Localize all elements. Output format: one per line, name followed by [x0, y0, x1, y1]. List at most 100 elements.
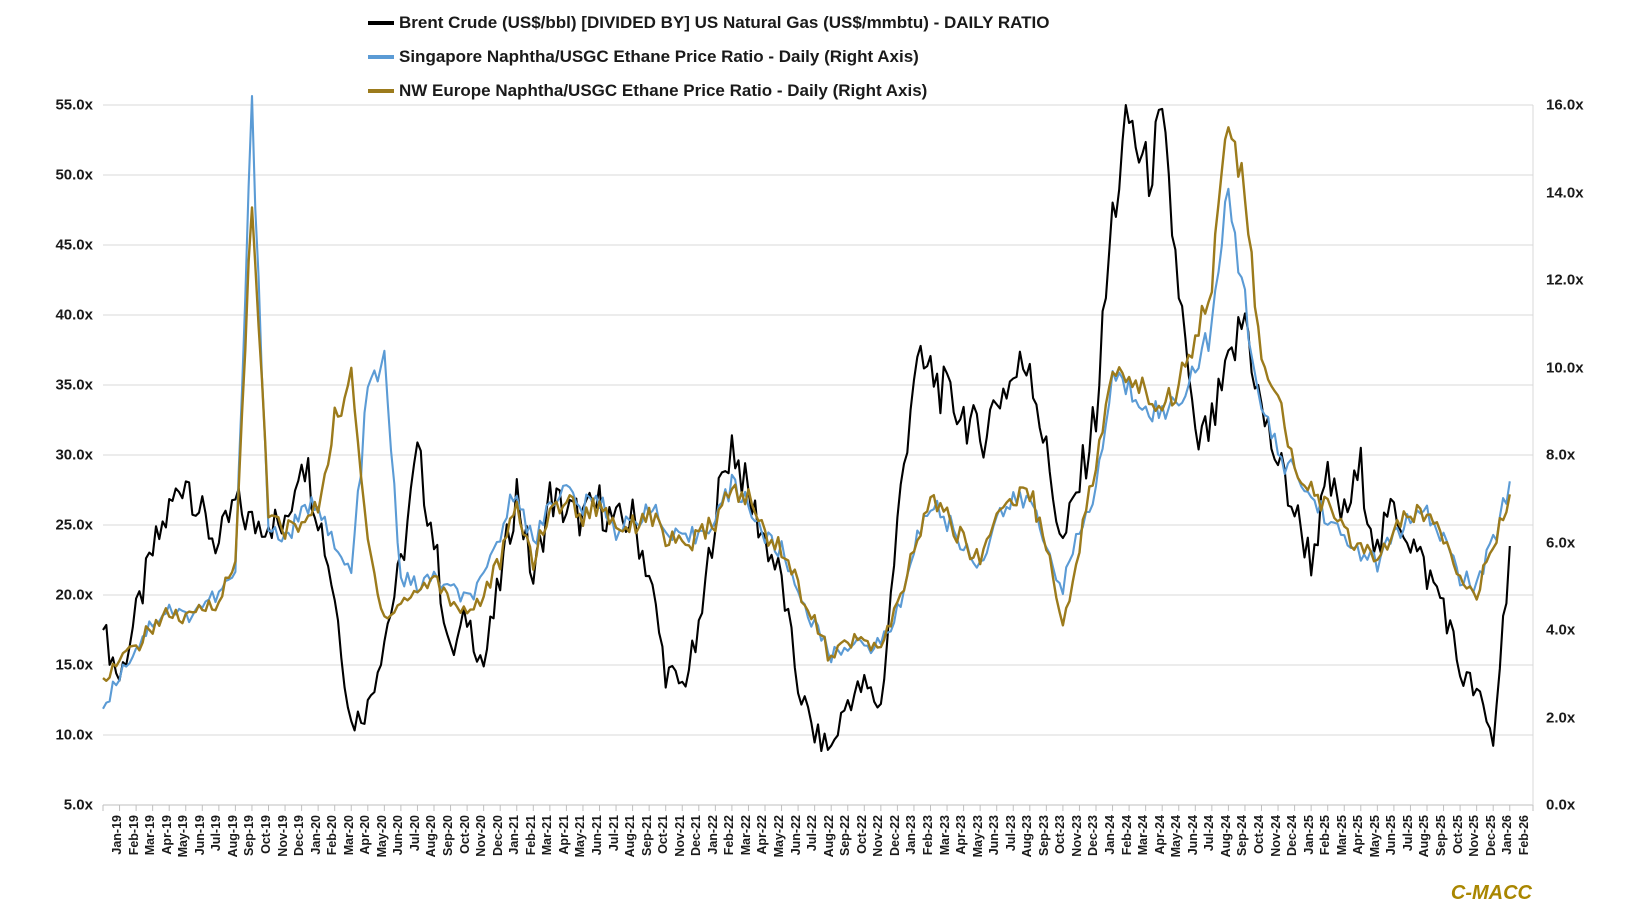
x-axis-tick-label: Jun-25: [1384, 815, 1399, 856]
x-axis-tick-label: Feb-19: [126, 815, 141, 856]
x-axis-tick-label: Aug-24: [1218, 815, 1233, 858]
x-axis-tick-label: Nov-19: [275, 815, 290, 857]
legend-label: NW Europe Naphtha/USGC Ethane Price Rati…: [399, 81, 928, 100]
x-axis-tick-label: Jul-19: [209, 815, 224, 852]
legend-swatch-line: [368, 89, 394, 93]
x-axis-tick-label: Mar-24: [1136, 815, 1151, 856]
right-axis-tick-label: 8.0x: [1546, 446, 1576, 464]
x-axis-tick-label: Feb-25: [1318, 815, 1333, 856]
x-axis-tick-label: Aug-20: [424, 815, 439, 858]
x-axis-tick-label: Oct-19: [258, 815, 273, 854]
x-axis-tick-label: Nov-25: [1467, 815, 1482, 857]
x-axis-tick-label: Aug-22: [821, 815, 836, 858]
x-axis-tick-label: Jan-19: [110, 815, 124, 855]
right-axis-tick-label: 6.0x: [1546, 534, 1576, 551]
series-line: [102, 104, 1511, 753]
left-axis-tick-label: 30.0x: [55, 446, 93, 464]
legend-swatch-line: [368, 55, 394, 59]
x-axis-tick-label: Jun-21: [589, 815, 604, 856]
x-axis-tick-label: Dec-19: [292, 815, 307, 856]
x-axis-tick-label: Oct-21: [656, 815, 671, 854]
x-axis-tick-label: Jul-23: [1003, 815, 1018, 852]
x-axis-tick-label: Nov-23: [1069, 815, 1084, 857]
x-axis-tick-label: Jul-20: [407, 815, 422, 852]
x-axis-tick-label: Jan-23: [904, 815, 919, 855]
x-axis-tick-label: Aug-19: [225, 815, 240, 858]
right-axis-tick-label: 10.0x: [1546, 359, 1584, 376]
x-axis-tick-label: Jul-21: [606, 815, 621, 852]
right-axis-tick-label: 14.0x: [1546, 184, 1584, 201]
x-axis-tick-label: Feb-23: [920, 815, 935, 856]
legend-swatch-line: [368, 21, 394, 25]
x-axis-tick-label: Sep-22: [838, 815, 853, 856]
x-axis-tick-label: Dec-22: [887, 815, 902, 856]
x-axis-tick-label: Jul-24: [1202, 815, 1217, 852]
left-axis-tick-label: 25.0x: [55, 516, 93, 534]
legend-label: Brent Crude (US$/bbl) [DIVIDED BY] US Na…: [399, 13, 1050, 32]
x-axis-tick-label: Sep-24: [1235, 815, 1250, 856]
x-axis-tick-label: Jun-20: [391, 815, 406, 856]
x-axis-tick-label: Jan-25: [1301, 815, 1316, 855]
x-axis-tick-label: Jan-20: [308, 815, 323, 855]
x-axis-tick-label: Mar-21: [540, 815, 555, 856]
legend-item: Brent Crude (US$/bbl) [DIVIDED BY] US Na…: [368, 6, 1049, 40]
x-axis-tick-label: Sep-20: [441, 815, 455, 856]
x-axis-tick-label: Jul-22: [805, 815, 820, 852]
x-axis-tick-label: Apr-20: [358, 815, 373, 855]
x-axis-tick-label: Feb-22: [722, 815, 737, 856]
x-axis-tick-label: May-19: [176, 815, 191, 858]
x-axis-tick-label: Jun-23: [987, 815, 1002, 856]
x-axis-tick-label: Nov-20: [474, 815, 489, 857]
x-axis-tick-label: May-23: [970, 815, 985, 858]
x-axis-tick-label: Apr-19: [159, 815, 174, 855]
right-axis-tick-label: 16.0x: [1546, 96, 1584, 114]
left-axis-tick-label: 5.0x: [63, 796, 93, 814]
x-axis-tick-label: Apr-21: [556, 815, 571, 855]
x-axis-tick-label: Mar-25: [1334, 815, 1349, 856]
x-axis-tick-label: Dec-20: [490, 815, 505, 856]
x-axis-tick-label: Oct-20: [457, 815, 472, 854]
x-axis-tick-label: Apr-22: [755, 815, 770, 855]
x-axis-tick-label: Dec-23: [1086, 815, 1101, 856]
x-axis-tick-label: Oct-22: [854, 815, 869, 854]
right-axis-tick-label: 0.0x: [1546, 796, 1576, 814]
x-axis-tick-label: Jan-22: [705, 815, 720, 855]
x-axis-tick-label: Sep-23: [1036, 815, 1051, 856]
right-axis-tick-label: 12.0x: [1546, 271, 1584, 289]
x-axis-tick-label: Nov-22: [871, 815, 886, 857]
x-axis-tick-label: Apr-24: [1152, 815, 1167, 855]
x-axis-tick-label: Jun-19: [192, 815, 207, 856]
x-axis-tick-label: Aug-21: [623, 815, 638, 858]
x-axis-tick-label: Jan-21: [507, 815, 522, 855]
left-axis-tick-label: 15.0x: [55, 656, 93, 674]
x-axis-tick-label: Sep-25: [1434, 815, 1448, 856]
x-axis-tick-label: Feb-21: [523, 815, 538, 856]
x-axis-tick-label: Oct-23: [1053, 815, 1068, 854]
left-axis-tick-label: 45.0x: [55, 236, 93, 254]
chart-legend: Brent Crude (US$/bbl) [DIVIDED BY] US Na…: [368, 6, 1049, 108]
x-axis-tick-label: Dec-25: [1483, 815, 1498, 856]
left-axis-tick-label: 20.0x: [55, 586, 93, 604]
right-axis-tick-label: 4.0x: [1546, 621, 1576, 639]
series-line: [102, 94, 1511, 710]
x-axis-tick-label: May-20: [374, 815, 389, 858]
x-axis-tick-label: Nov-24: [1268, 815, 1283, 857]
x-axis-tick-label: Dec-24: [1285, 815, 1300, 856]
x-axis-tick-label: Apr-25: [1351, 815, 1366, 855]
cmacc-logo: C-MACC: [1450, 882, 1532, 904]
x-axis-tick-label: Jun-22: [788, 815, 803, 856]
x-axis-tick-label: Feb-26: [1516, 815, 1531, 856]
x-axis-tick-label: Sep-21: [639, 815, 654, 856]
x-axis-tick-label: Jan-24: [1103, 815, 1117, 855]
left-axis-tick-label: 40.0x: [55, 306, 93, 324]
x-axis-tick-label: Mar-19: [143, 815, 158, 856]
legend-item: Singapore Naphtha/USGC Ethane Price Rati…: [368, 40, 1049, 74]
x-axis-tick-label: Mar-23: [937, 815, 952, 856]
x-axis-tick-label: Aug-23: [1020, 815, 1035, 858]
left-axis-tick-label: 35.0x: [55, 376, 93, 394]
x-axis-tick-label: Dec-21: [689, 815, 704, 856]
x-axis-tick-label: Mar-22: [738, 815, 753, 856]
x-axis-tick-label: Apr-23: [954, 815, 969, 855]
x-axis-tick-label: Jun-24: [1185, 815, 1200, 856]
